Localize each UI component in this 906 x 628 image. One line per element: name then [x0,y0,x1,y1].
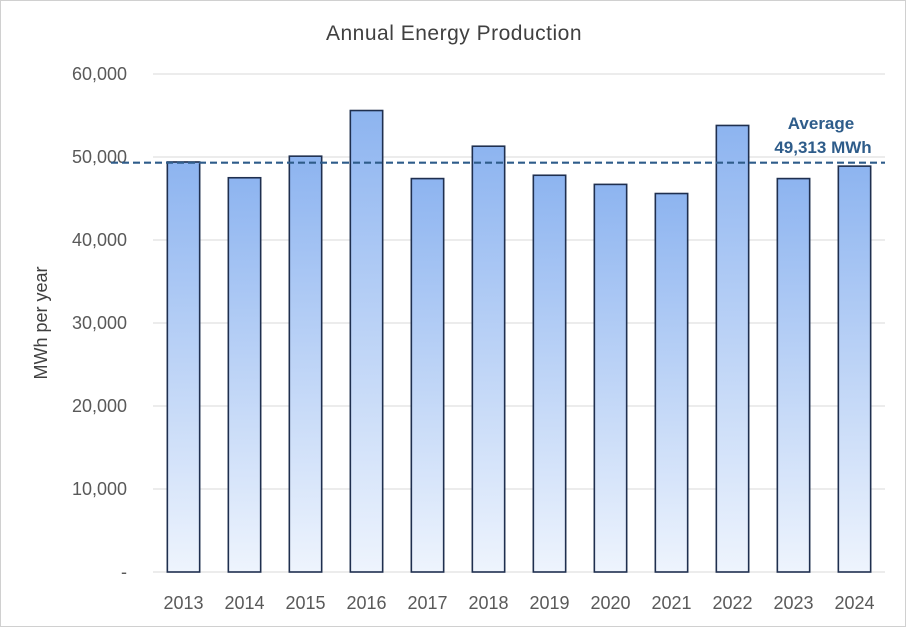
x-tick-label: 2019 [529,593,569,613]
y-tick-label: 10,000 [72,479,127,499]
x-tick-label: 2018 [468,593,508,613]
x-tick-label: 2020 [590,593,630,613]
bar-2015 [288,155,323,573]
bar-2023 [776,177,811,573]
chart-title: Annual Energy Production [326,22,582,45]
average-label-line1: Average [788,114,854,133]
y-tick-label: 20,000 [72,396,127,416]
x-tick-label: 2015 [285,593,325,613]
bar-2022 [715,124,750,573]
bar-2017 [410,177,445,573]
x-tick-label: 2024 [834,593,874,613]
bar-2018 [471,145,506,573]
gridlines [153,73,885,573]
bars [166,109,872,573]
x-axis-ticks: 2013 2014 2015 2016 2017 2018 2019 2020 2021 2022… [163,593,874,613]
x-tick-label: 2022 [712,593,752,613]
bar-2020 [593,183,628,573]
x-tick-label: 2023 [773,593,813,613]
y-axis-ticks: - 10,000 20,000 30,000 40,000 50,000 60,000 [72,64,127,582]
x-tick-label: 2021 [651,593,691,613]
y-tick-label: 60,000 [72,64,127,84]
y-tick-label: - [121,562,127,582]
bar-2019 [532,174,567,573]
bar-2014 [227,176,262,573]
x-tick-label: 2016 [346,593,386,613]
average-label-line2: 49,313 MWh [774,138,871,157]
y-axis-label: MWh per year [31,266,51,379]
bar-2024 [837,165,872,573]
x-tick-label: 2017 [407,593,447,613]
bar-2016 [349,109,384,573]
bar-2021 [654,192,689,573]
x-tick-label: 2013 [163,593,203,613]
bar-2013 [166,161,201,573]
y-tick-label: 30,000 [72,313,127,333]
y-tick-label: 40,000 [72,230,127,250]
y-tick-label: 50,000 [72,147,127,167]
x-tick-label: 2014 [224,593,264,613]
